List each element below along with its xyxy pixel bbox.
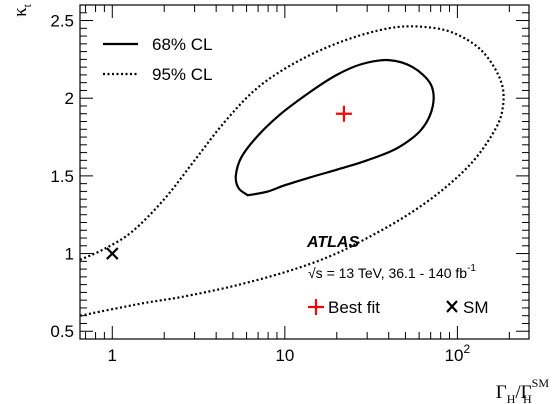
contour-layer (79, 25, 505, 317)
x-tick-label: 10 (275, 346, 294, 365)
energy-label: √s = 13 TeV, 36.1 - 140 fb-1 (308, 263, 476, 281)
x-tick-label: 1 (108, 346, 117, 365)
y-title-base: κ (10, 7, 31, 17)
energy-text: = 13 TeV, 36.1 - 140 fb (323, 265, 468, 281)
plot-frame (79, 4, 530, 340)
sm-legend-label: SM (463, 298, 489, 317)
contour-68-cl (234, 58, 435, 197)
best-fit-legend-label: Best fit (328, 298, 380, 317)
x-tick-label-sup: 2 (464, 342, 471, 356)
sm-legend-icon (446, 300, 458, 313)
best-fit-marker (335, 105, 352, 122)
sm-marker (106, 247, 119, 260)
legend-label-68: 68% CL (152, 35, 212, 54)
x-title-base2: Γ (521, 382, 532, 403)
best-fit-legend-icon (308, 299, 324, 315)
y-title-sub: t (20, 3, 34, 7)
x-tick-label-base: 1 (108, 346, 117, 365)
x-tick-label-base: 10 (275, 346, 294, 365)
x-tick-label: 102 (445, 342, 471, 365)
y-tick-label: 0.5 (50, 322, 74, 341)
y-tick-label: 2.5 (50, 12, 74, 31)
y-axis-title: κt (10, 3, 34, 17)
x-tick-label-base: 10 (445, 346, 464, 365)
contour-95-cl (79, 25, 505, 317)
y-tick-label: 1 (65, 245, 74, 264)
y-tick-label: 2 (65, 89, 74, 108)
x-axis-title: ΓH/ΓSM H (496, 376, 550, 404)
legend: 68% CL 95% CL (103, 35, 212, 84)
x-title-sub2: H (523, 392, 532, 404)
energy-superscript: -1 (467, 263, 476, 274)
x-title-sup2: SM (532, 376, 550, 390)
x-title-sep: / (515, 382, 521, 403)
x-title-base: Γ (496, 382, 507, 403)
legend-label-95: 95% CL (152, 65, 212, 84)
x-title-sub: H (507, 392, 516, 404)
energy-prefix: √s (308, 265, 323, 281)
experiment-label: ATLAS (306, 234, 359, 251)
y-tick-label: 1.5 (50, 167, 74, 186)
marker-layer (106, 105, 352, 260)
marker-legend: Best fit SM (308, 298, 489, 317)
